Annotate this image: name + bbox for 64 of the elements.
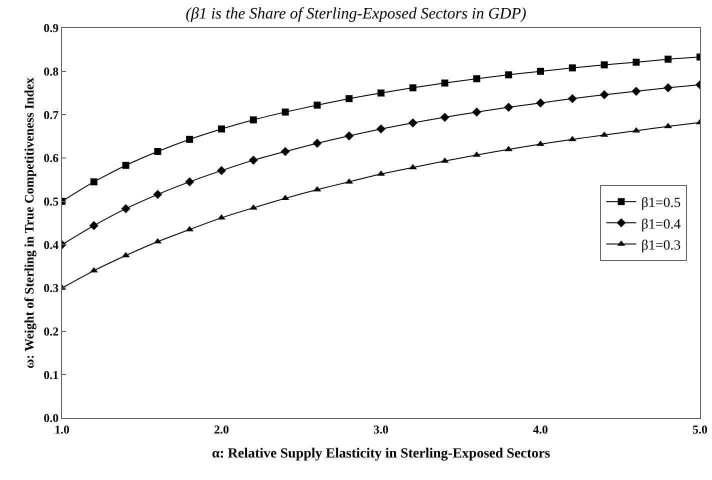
point	[121, 204, 130, 214]
point	[185, 177, 194, 186]
x-tick-label: 5.0	[692, 422, 708, 436]
point	[568, 136, 576, 142]
x-tick-label: 4.0	[533, 422, 548, 436]
x-tick-label: 2.0	[214, 422, 229, 436]
point	[600, 61, 608, 68]
chart-title: (β1 is the Share of Sterling-Exposed Sectors in GDP)	[186, 5, 526, 22]
point	[632, 86, 641, 96]
point	[346, 95, 353, 102]
y-tick-label: 0.8	[44, 64, 59, 79]
y-tick-label: 0.7	[44, 108, 59, 122]
point	[664, 56, 672, 63]
point	[409, 84, 416, 92]
y-tick-label: 0.6	[44, 151, 59, 166]
point	[154, 148, 162, 155]
point	[89, 221, 98, 230]
y-tick-label: 0.2	[44, 324, 59, 339]
point	[536, 98, 546, 108]
point	[632, 58, 640, 66]
legend-label: β1=0.3	[641, 238, 681, 254]
y-tick-label: 0.5	[44, 194, 59, 209]
point	[153, 190, 162, 199]
point	[568, 64, 576, 72]
legend-label: β1=0.4	[641, 217, 681, 232]
point	[345, 178, 354, 184]
y-tick-label: 0.9	[44, 21, 59, 36]
y-tick-label: 0.3	[44, 281, 59, 296]
point	[472, 151, 481, 157]
point	[248, 156, 258, 165]
legend-label: β1=0.5	[641, 196, 681, 212]
y-tick-label: 0.1	[44, 368, 59, 382]
point	[344, 131, 354, 140]
x-tick-label: 3.0	[374, 422, 388, 436]
y-axis-title: ω: Weight of Sterling in True Competitiveness Index	[22, 76, 37, 369]
point	[249, 204, 258, 210]
point	[250, 116, 257, 124]
point	[216, 166, 226, 176]
point	[218, 125, 225, 132]
point	[537, 68, 544, 75]
point	[408, 118, 418, 128]
point	[504, 102, 514, 112]
point	[314, 102, 321, 109]
point	[376, 124, 386, 134]
point	[281, 194, 290, 200]
point	[664, 122, 672, 128]
x-axis-title: α: Relative Supply Elasticity in Sterling-Exposed Sectors	[212, 446, 551, 462]
point	[505, 71, 512, 78]
point	[472, 108, 482, 117]
point	[378, 90, 384, 96]
point	[664, 83, 673, 92]
point	[441, 80, 448, 87]
point	[122, 162, 130, 169]
point	[568, 94, 577, 104]
point	[280, 146, 290, 156]
point	[90, 178, 98, 186]
point	[282, 108, 289, 116]
point	[600, 90, 609, 100]
point	[440, 112, 450, 122]
point	[473, 75, 480, 82]
point	[504, 146, 513, 152]
y-tick-label: 0.4	[44, 238, 59, 252]
point	[312, 138, 322, 148]
point	[186, 136, 194, 143]
